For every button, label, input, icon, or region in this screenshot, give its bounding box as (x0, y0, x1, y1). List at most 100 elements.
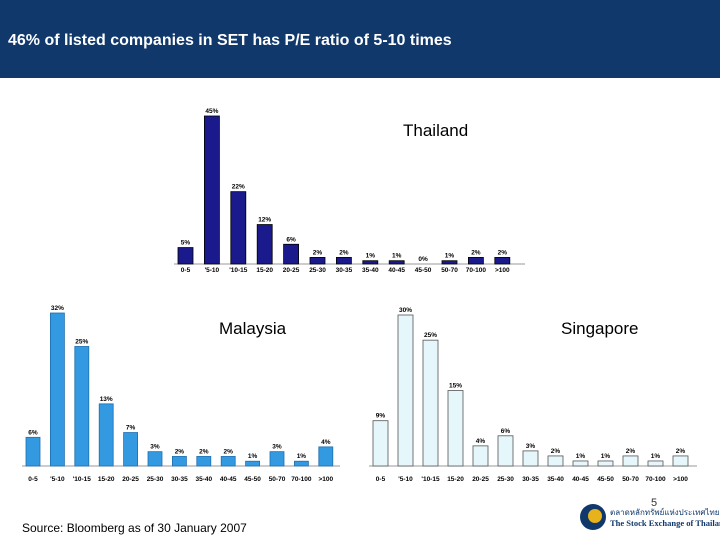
singapore-value-label: 1% (601, 453, 611, 460)
thailand-value-label: 2% (498, 249, 508, 256)
singapore-category-label: >100 (673, 476, 688, 483)
singapore-bar (447, 390, 464, 467)
malaysia-bar (98, 403, 114, 467)
singapore-category-label: 15-20 (447, 476, 464, 483)
singapore-value-label: 2% (551, 448, 561, 455)
singapore-bar (372, 420, 389, 467)
thailand-value-label: 2% (471, 249, 481, 256)
singapore-category-label: 50-70 (622, 476, 639, 483)
malaysia-category-label: 35-40 (195, 476, 212, 483)
singapore-bar (422, 339, 439, 467)
malaysia-value-label: 13% (100, 396, 113, 403)
thailand-category-label: '10-15 (229, 267, 248, 274)
singapore-bar (597, 460, 614, 467)
malaysia-category-label: 0-5 (28, 476, 38, 483)
singapore-value-label: 4% (476, 438, 486, 445)
thailand-value-label: 2% (339, 249, 349, 256)
header-bar: 46% of listed companies in SET has P/E r… (0, 0, 720, 78)
malaysia-category-label: 25-30 (147, 476, 164, 483)
malaysia-value-label: 2% (223, 448, 233, 455)
malaysia-category-label: '10-15 (73, 476, 92, 483)
malaysia-value-label: 32% (51, 305, 64, 312)
malaysia-bar (293, 460, 309, 467)
singapore-category-label: 30-35 (522, 476, 539, 483)
thailand-bar (177, 247, 194, 265)
malaysia-category-label: >100 (318, 476, 333, 483)
thailand-bar (230, 191, 247, 265)
malaysia-category-label: 15-20 (98, 476, 115, 483)
thailand-value-label: 1% (392, 253, 402, 260)
malaysia-bar (147, 451, 163, 467)
singapore-category-label: '10-15 (421, 476, 440, 483)
malaysia-category-label: 20-25 (122, 476, 139, 483)
thailand-bar (494, 257, 511, 265)
singapore-category-label: '5-10 (398, 476, 413, 483)
thailand-category-label: 25-30 (309, 267, 326, 274)
malaysia-value-label: 2% (199, 448, 209, 455)
singapore-value-label: 30% (399, 307, 412, 314)
malaysia-bar (196, 456, 212, 467)
malaysia-bar (50, 312, 65, 467)
singapore-value-label: 3% (526, 443, 536, 450)
thailand-category-label: >100 (495, 267, 510, 274)
singapore-category-label: 35-40 (547, 476, 564, 483)
singapore-category-label: 20-25 (472, 476, 489, 483)
malaysia-category-label: '5-10 (50, 476, 65, 483)
thailand-value-label: 1% (445, 253, 455, 260)
singapore-value-label: 25% (424, 332, 437, 339)
singapore-category-label: 0-5 (376, 476, 386, 483)
singapore-value-label: 6% (501, 428, 511, 435)
thailand-value-label: 12% (258, 217, 271, 224)
logo-thai-text: ตลาดหลักทรัพย์แห่งประเทศไทย (610, 508, 720, 517)
singapore-category-label: 45-50 (597, 476, 614, 483)
malaysia-bar (220, 456, 236, 467)
thailand-bar (362, 260, 379, 265)
malaysia-value-label: 7% (126, 425, 136, 432)
singapore-bar (647, 460, 664, 467)
thailand-bar (283, 243, 300, 265)
singapore-bar (547, 455, 564, 467)
singapore-category-label: 25-30 (497, 476, 514, 483)
thailand-value-label: 6% (286, 236, 296, 243)
thailand-category-label: 40-45 (388, 267, 405, 274)
singapore-bar (522, 450, 539, 467)
singapore-value-label: 1% (576, 453, 586, 460)
singapore-value-label: 2% (676, 448, 686, 455)
malaysia-value-label: 3% (272, 444, 282, 451)
singapore-category-label: 40-45 (572, 476, 589, 483)
thailand-bar (256, 224, 273, 265)
thailand-value-label: 5% (181, 240, 191, 247)
singapore-bar (497, 435, 514, 467)
malaysia-value-label: 4% (321, 439, 331, 446)
thailand-category-label: 0-5 (181, 267, 191, 274)
malaysia-value-label: 6% (28, 429, 38, 436)
thailand-value-label: 2% (313, 249, 323, 256)
malaysia-category-label: 45-50 (244, 476, 261, 483)
malaysia-bar (171, 456, 187, 467)
chart-singapore: 9% 0-5 30% '5-10 25% '10-15 15% 15-20 4% 20-25 6% 2… (369, 307, 697, 483)
set-logo: ตลาดหลักทรัพย์แห่งประเทศไทย The Stock Ex… (580, 504, 720, 534)
thailand-category-label: 70-100 (466, 267, 487, 274)
thailand-bar (203, 115, 220, 265)
page-number: 5 (651, 497, 658, 509)
thailand-bar (309, 257, 326, 265)
thailand-bar (467, 257, 484, 265)
chart-thailand: 5% 0-5 45% '5-10 22% '10-15 12% 15-20 6% 20-25 2% 2… (174, 108, 525, 274)
chart-title-thailand: Thailand (403, 121, 469, 140)
malaysia-category-label: 40-45 (220, 476, 237, 483)
malaysia-value-label: 2% (175, 448, 185, 455)
thailand-category-label: 15-20 (256, 267, 273, 274)
malaysia-bar (269, 451, 285, 467)
singapore-bar (672, 455, 689, 467)
thailand-bar (335, 257, 352, 265)
malaysia-category-label: 70-100 (291, 476, 312, 483)
singapore-value-label: 1% (651, 453, 661, 460)
thailand-bar (388, 260, 405, 265)
chart-malaysia: 6% 0-5 32% '5-10 25% '10-15 13% 15-20 7% 20-25 3% 2… (22, 305, 340, 483)
thailand-category-label: 20-25 (283, 267, 300, 274)
source-note: Source: Bloomberg as of 30 January 2007 (22, 521, 247, 535)
thailand-bar (441, 260, 458, 265)
malaysia-category-label: 30-35 (171, 476, 188, 483)
singapore-value-label: 9% (376, 413, 386, 420)
